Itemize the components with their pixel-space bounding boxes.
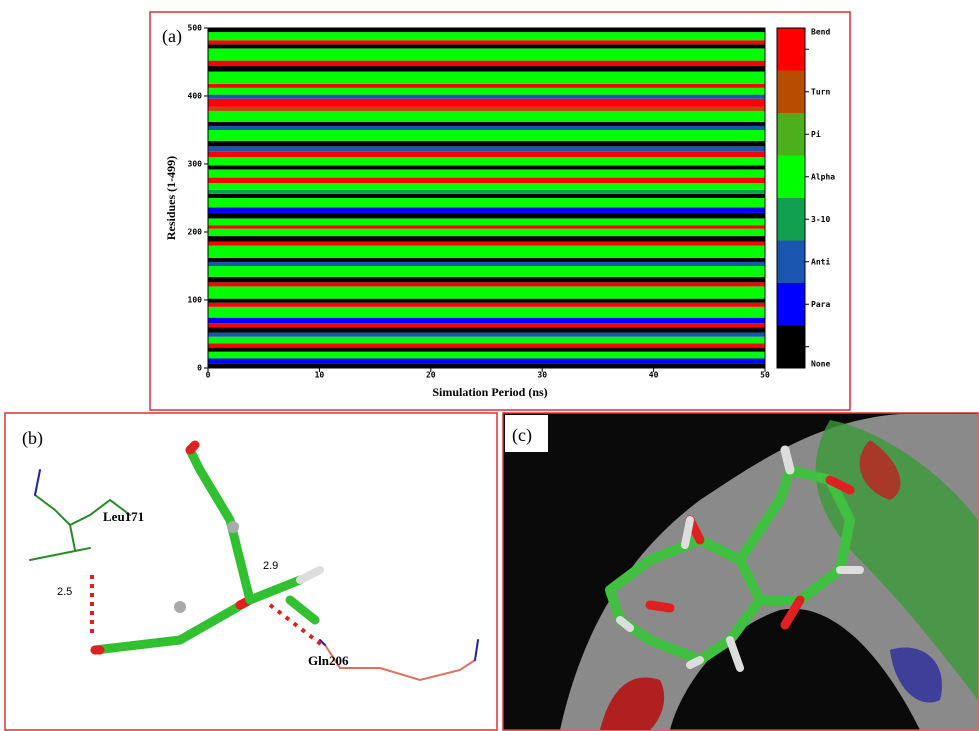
residue-band — [208, 208, 765, 213]
residue-band — [208, 277, 765, 282]
residue-band — [208, 225, 765, 228]
residue-band — [208, 358, 765, 363]
residue-band — [208, 88, 765, 95]
residue-band — [208, 236, 765, 241]
residue-band — [208, 157, 765, 165]
residue-band — [208, 307, 765, 318]
colorbar-segment — [777, 156, 805, 199]
x-tick-label: 40 — [649, 371, 659, 380]
y-tick-label: 200 — [188, 228, 203, 237]
residue-band — [208, 364, 765, 368]
x-tick-label: 30 — [537, 371, 547, 380]
residue-band — [208, 352, 765, 359]
y-axis-label: Residues (1-499) — [164, 156, 178, 240]
residue-band — [208, 169, 765, 177]
colorbar-label: Anti — [811, 256, 830, 266]
residue-band — [208, 246, 765, 258]
colorbar-segment — [777, 326, 805, 369]
residue-band — [208, 327, 765, 332]
colorbar-label: Pi — [811, 129, 821, 139]
atom — [174, 601, 186, 613]
residue-band — [208, 286, 765, 298]
residue-band — [208, 141, 765, 146]
figure: (a) Simulation Period (ns) Residues (1-4… — [0, 0, 979, 731]
distance-label: 2.9 — [263, 560, 278, 572]
colorbar-segment — [777, 71, 805, 114]
residue-band — [208, 178, 765, 183]
residue-band — [208, 95, 765, 99]
residue-band — [208, 99, 765, 107]
residue-band — [208, 229, 765, 236]
residue-band — [208, 126, 765, 130]
residue-band — [208, 40, 765, 44]
residue-band — [208, 344, 765, 348]
residue-band — [208, 299, 765, 303]
panel-b-frame — [5, 413, 497, 730]
atom — [227, 521, 239, 533]
colorbar-segment — [777, 241, 805, 284]
y-tick-label: 100 — [188, 296, 203, 305]
residue-band — [208, 190, 765, 194]
residue-band — [208, 242, 765, 246]
residue-label: Gln206 — [308, 653, 349, 668]
panel-label: (c) — [512, 425, 532, 446]
x-tick-label: 0 — [206, 371, 211, 380]
residue-band — [208, 348, 765, 352]
colorbar-label: None — [811, 360, 830, 369]
residue-band — [208, 152, 765, 157]
residue-band — [208, 333, 765, 337]
colorbar-segment — [777, 283, 805, 326]
x-tick-label: 10 — [315, 371, 325, 380]
residue-band — [208, 262, 765, 266]
residue-band — [208, 146, 765, 151]
residue-band — [208, 61, 765, 66]
residue-band — [208, 183, 765, 190]
distance-label: 2.5 — [57, 586, 72, 598]
y-tick-label: 400 — [188, 92, 203, 101]
colorbar-label: Turn — [811, 87, 830, 96]
panel-b: Leu171 2.5 2.9 Gln206 (b) — [5, 413, 497, 730]
colorbar-label: Para — [811, 300, 830, 309]
panel-c: (c) — [503, 413, 978, 730]
colorbar-segment — [777, 198, 805, 241]
colorbar-segment — [777, 28, 805, 71]
colorbar-segment — [777, 113, 805, 156]
residue-band — [208, 198, 765, 208]
residue-band — [208, 122, 765, 126]
x-tick-label: 50 — [760, 371, 770, 380]
y-tick-label: 500 — [188, 24, 203, 33]
x-tick-label: 20 — [426, 371, 436, 380]
panel-label: (b) — [22, 428, 43, 449]
residue-label: Leu171 — [103, 509, 144, 524]
residue-band — [208, 107, 765, 111]
residue-band — [208, 318, 765, 323]
residue-band — [208, 323, 765, 327]
y-tick-label: 0 — [197, 364, 202, 373]
colorbar-label: 3-10 — [811, 215, 830, 224]
residue-band — [208, 28, 765, 32]
residue-band — [208, 258, 765, 262]
residue-band — [208, 282, 765, 286]
residue-band — [208, 84, 765, 88]
residue-band — [208, 337, 765, 344]
x-axis-label: Simulation Period (ns) — [432, 385, 547, 399]
colorbar-label: Bend — [811, 28, 830, 37]
residue-band — [208, 66, 765, 71]
residue-band — [208, 194, 765, 198]
residue-band — [208, 218, 765, 225]
panel-label: (a) — [162, 26, 182, 47]
residue-band — [208, 32, 765, 40]
residue-band — [208, 213, 765, 218]
residue-band — [208, 266, 765, 277]
residue-band — [208, 130, 765, 141]
residue-band — [208, 303, 765, 307]
y-tick-label: 300 — [188, 160, 203, 169]
colorbar-label: Alpha — [811, 172, 835, 181]
residue-band — [208, 48, 765, 60]
residue-band — [208, 165, 765, 169]
residue-band — [208, 72, 765, 84]
residue-band — [208, 111, 765, 122]
residue-band — [208, 44, 765, 48]
